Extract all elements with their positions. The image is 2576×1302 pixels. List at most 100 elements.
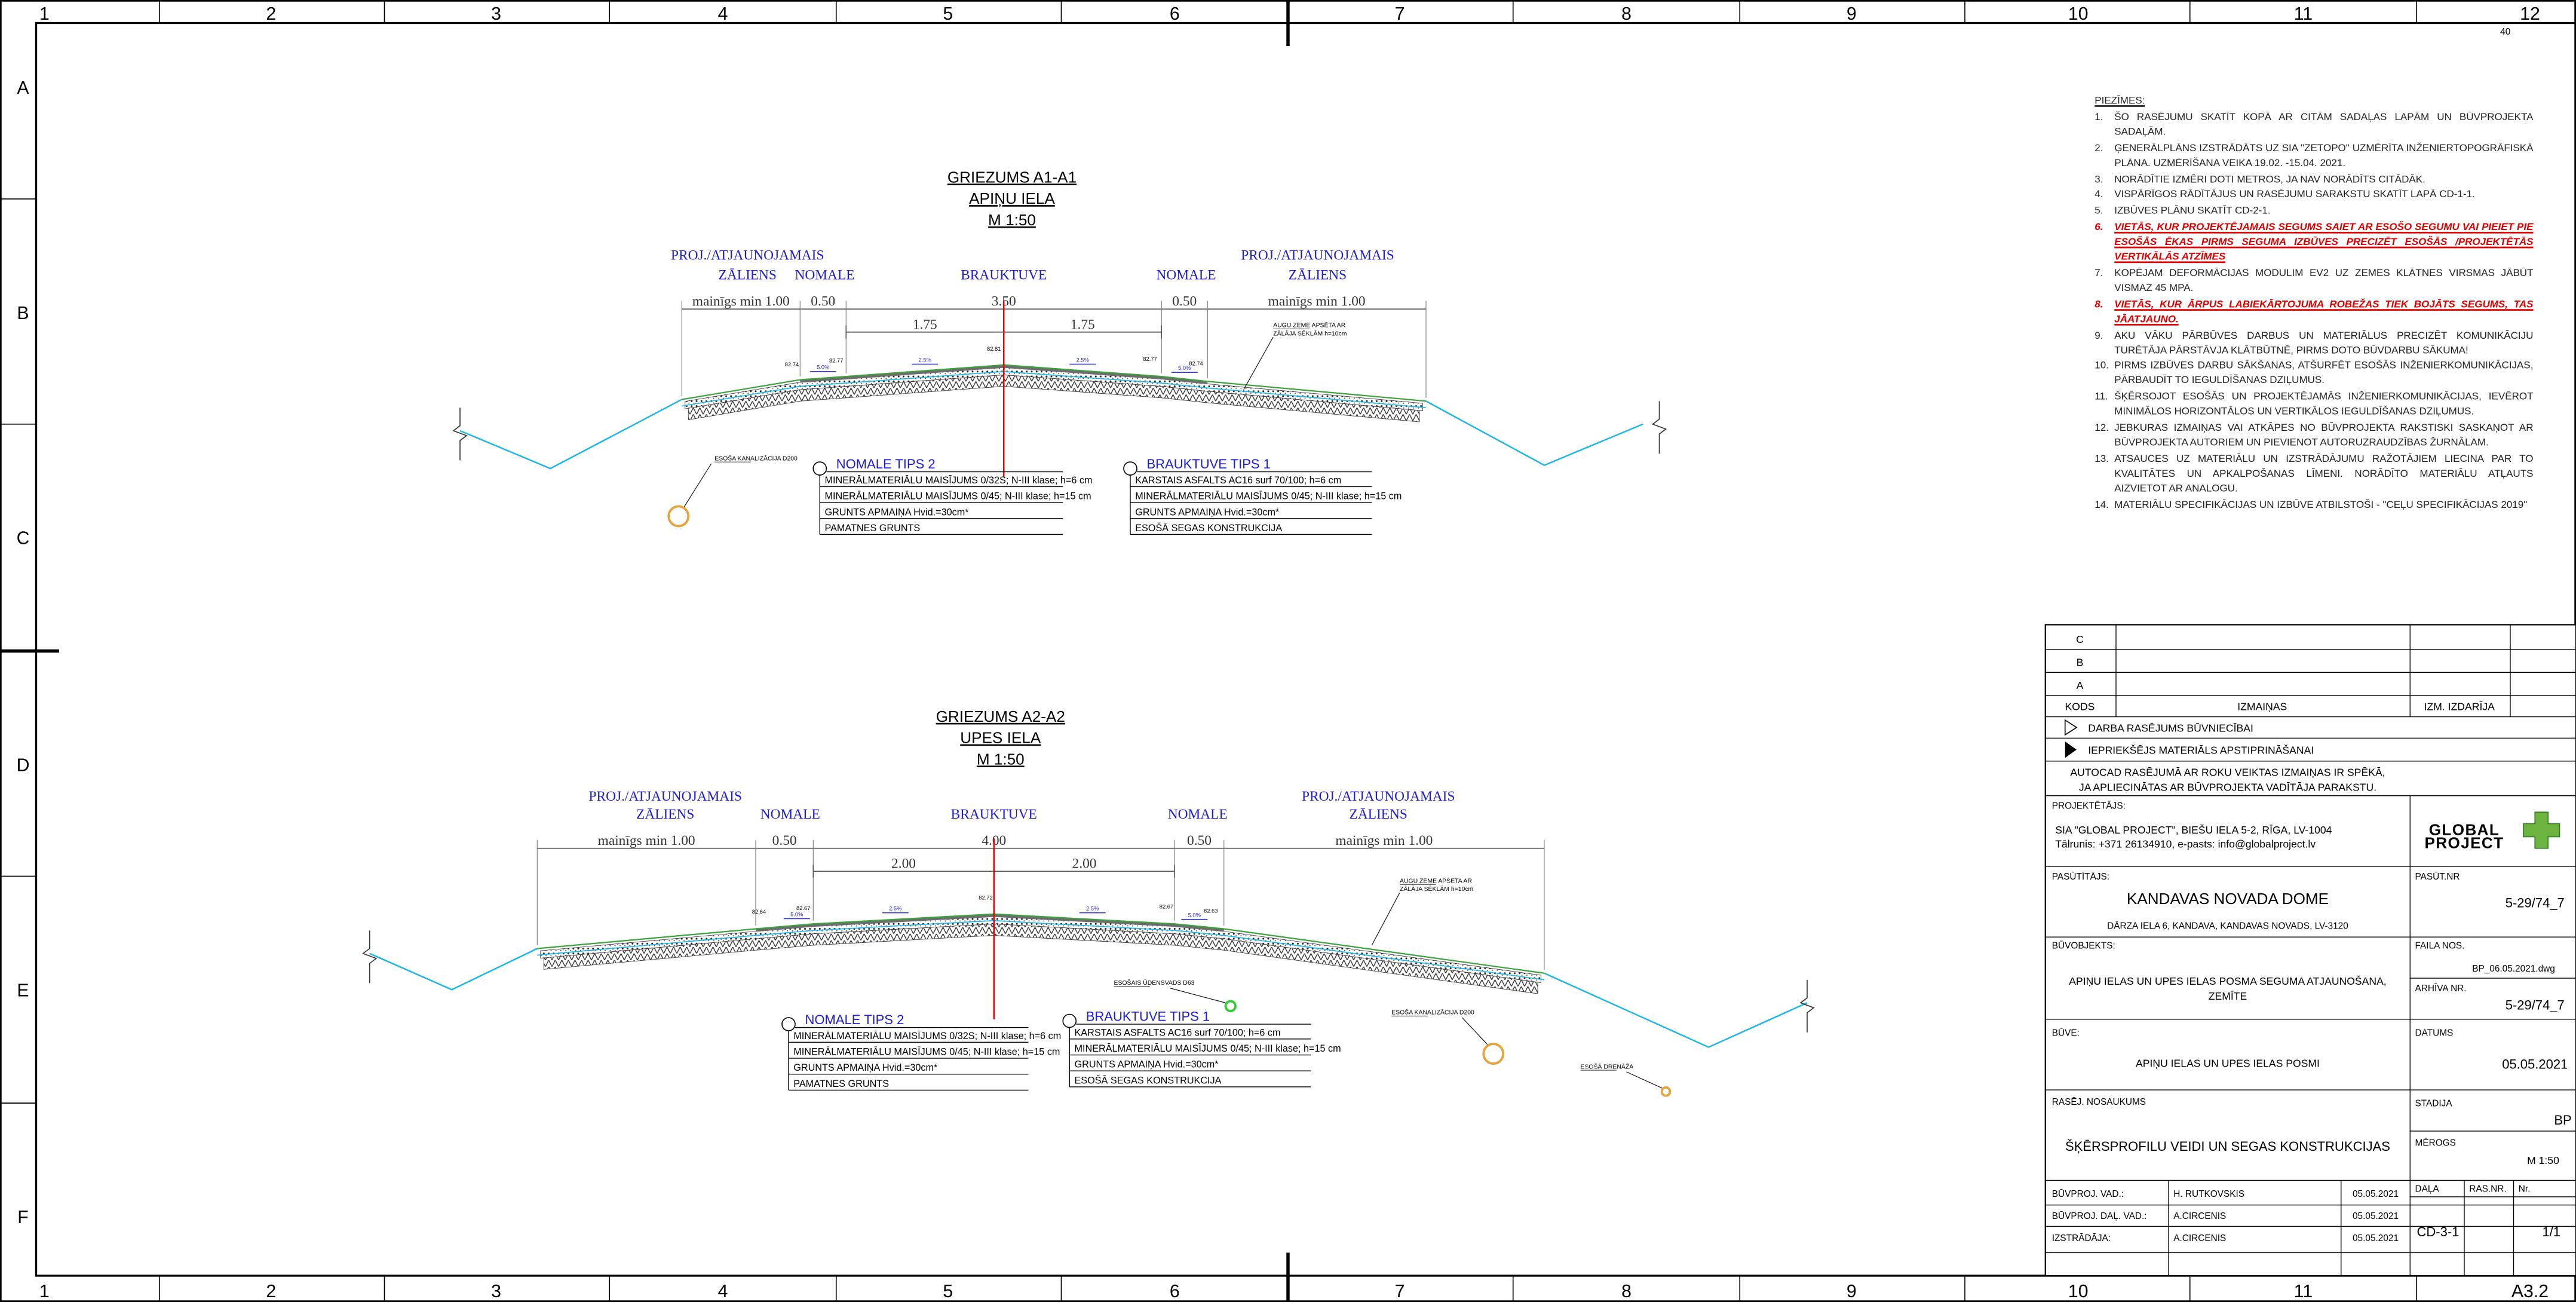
column-ref: 1: [39, 1282, 50, 1301]
leader: [1243, 336, 1274, 390]
note-number: 13.: [2094, 453, 2109, 465]
ditch-line: [369, 948, 538, 991]
column-ref: 2: [266, 4, 276, 24]
layer-row: MINERĀLMATERIĀLU MAISĪJUMS 0/45; N-III k…: [1075, 1043, 1341, 1054]
title-block-text: BŪVE:: [2052, 1028, 2080, 1038]
dimension: mainīgs min 1.00: [1335, 833, 1433, 848]
dimension: 2.00: [1072, 856, 1097, 872]
elevation: 82.72: [979, 895, 992, 901]
title-block-text: A: [2077, 679, 2084, 691]
title-block-text: PASŪTĪTĀJS:: [2052, 872, 2109, 882]
note: 6. VIETĀS, KUR PROJEKTĒJAMAIS SEGUMS SAIE…: [2094, 222, 2533, 266]
zone-label: PROJ./ATJAUNOJAMAIS: [1302, 789, 1455, 804]
elevation: 82.63: [1204, 908, 1218, 914]
zone-label: NOMALE: [795, 268, 855, 283]
note: 7. KOPĒJAM DEFORMĀCIJAS MODULIM EV2 UZ ZE…: [2094, 268, 2533, 297]
column-ref: 3: [491, 4, 501, 24]
utility: [1660, 1086, 1672, 1097]
utility: [1224, 1000, 1237, 1012]
leader: [1462, 1017, 1489, 1046]
break-line: [1799, 979, 1815, 1033]
note-number: 4.: [2094, 189, 2103, 201]
title-block-text: 05.05.2021: [2353, 1211, 2399, 1221]
title-block-text: M 1:50: [2527, 1154, 2559, 1166]
slope: 2.5%: [919, 357, 931, 363]
zone-label: NOMALE: [760, 807, 820, 822]
box-marker: [812, 461, 827, 476]
title-block-text: KANDAVAS NOVADA DOME: [2127, 890, 2329, 908]
note-number: 9.: [2094, 329, 2103, 342]
zone-label: PROJ./ATJAUNOJAMAIS: [671, 248, 824, 264]
layer-row: MINERĀLMATERIĀLU MAISĪJUMS 0/32S; N-III …: [793, 1031, 1061, 1041]
asphalt-layer: [756, 913, 1224, 932]
layer-row: KARSTAIS ASFALTS AC16 surf 70/100; h=6 c…: [1075, 1027, 1281, 1038]
title-block-text: IEPRIEKŠĒJS MATERIĀLS APSTIPRINĀŠANAI: [2088, 743, 2314, 756]
break-line: [362, 930, 378, 984]
note-text: JEBKURAS IZMAIŅAS VAI ATKĀPES NO BŪVPROJ…: [2114, 422, 2534, 449]
elevation: 82.67: [796, 905, 810, 911]
column-ref: 8: [1621, 1282, 1632, 1301]
title-block-text: APIŅU IELAS UN UPES IELAS POSMA SEGUMA A…: [2069, 975, 2386, 987]
logo-mark: [2523, 811, 2560, 849]
note: 14. MATERIĀLU SPECIFIKĀCIJAS UN IZBŪVE AT…: [2094, 499, 2533, 514]
annotation: ESOŠA KANALIZĀCIJA D200: [1391, 1009, 1474, 1016]
section-street: APIŅU IELA: [969, 189, 1055, 207]
annotation: ZĀLĀJA SĒKLĀM h=10cm: [1273, 330, 1347, 337]
dimension: 0.50: [811, 294, 835, 310]
column-ref: 7: [1395, 4, 1405, 24]
box-marker: [781, 1017, 796, 1031]
layer-row: MINERĀLMATERIĀLU MAISĪJUMS 0/32S; N-III …: [825, 475, 1093, 486]
elevation: 82.67: [1160, 904, 1173, 910]
leader: [1169, 987, 1226, 1003]
slope: 5.0%: [790, 911, 803, 917]
column-ref: 1: [39, 4, 50, 24]
layer-row: MINERĀLMATERIĀLU MAISĪJUMS 0/45; N-III k…: [825, 491, 1091, 502]
layer-row: PAMATNES GRUNTS: [793, 1079, 889, 1089]
note-number: 3.: [2094, 173, 2103, 185]
annotation: ESOŠA KANALIZĀCIJA D200: [714, 454, 798, 462]
title-block-text: 5-29/74_7: [2506, 997, 2565, 1012]
dimension: mainīgs min 1.00: [598, 833, 695, 848]
title-block-text: 05.05.2021: [2502, 1056, 2568, 1071]
title-block-text: SIA "GLOBAL PROJECT", BIEŠU IELA 5-2, RĪ…: [2055, 823, 2332, 836]
note: 11. ŠĶĒRSOJOT ESOŠĀS UN PROJEKTĒJAMĀS INŽ…: [2094, 391, 2533, 421]
sheet-size: A3.2: [2511, 1282, 2549, 1301]
title-block-text: C: [2076, 633, 2084, 645]
note-number: 14.: [2094, 499, 2109, 511]
title-block-text: 05.05.2021: [2353, 1233, 2399, 1243]
layer-title: NOMALE TIPS 2: [836, 457, 936, 471]
utility: [667, 505, 690, 528]
section-street: UPES IELA: [960, 729, 1041, 747]
layer-title: BRAUKTUVE TIPS 1: [1147, 457, 1271, 471]
ditch-line: [1425, 400, 1643, 466]
notes: PIEZĪMES: 1. ŠO RASĒJUMU SKATĪT KOPĀ AR C…: [2094, 96, 2533, 516]
leader: [1626, 1071, 1663, 1089]
title-block-text: PASŪT.NR: [2415, 872, 2460, 882]
layer-title: BRAUKTUVE TIPS 1: [1086, 1009, 1210, 1024]
ditch-line: [459, 399, 682, 470]
dimension: mainīgs min 1.00: [692, 294, 790, 310]
box-marker: [1062, 1013, 1077, 1028]
title-block-text: AUTOCAD RASĒJUMĀ AR ROKU VEIKTAS IZMAIŅA…: [2070, 767, 2385, 779]
leader: [683, 463, 712, 508]
column-ref: 11: [2294, 1282, 2313, 1301]
zone-label: NOMALE: [1168, 807, 1228, 822]
title-block-text: JA APLIECINĀTAS AR BŪVPROJEKTA VADĪTĀJA …: [2079, 781, 2376, 793]
title-block-text: BŪVOBJEKTS:: [2052, 940, 2115, 951]
ditch-line: [1544, 972, 1808, 1048]
elevation: 82.74: [785, 362, 799, 367]
note-text: AKU VĀKU PĀRBŪVES DARBUS UN MATERIĀLUS P…: [2114, 329, 2534, 356]
annotation: ESOŠĀ DRENĀŽA: [1581, 1062, 1634, 1070]
title-block-text: A.CIRCENIS: [2173, 1233, 2226, 1243]
title-block-text: RAS.NR.: [2469, 1184, 2506, 1194]
column-ref: 6: [1170, 4, 1180, 24]
row-ref: A: [17, 78, 29, 98]
title-block-text: MĒROGS: [2415, 1138, 2456, 1148]
note: 3. NORĀDĪTIE IZMĒRI DOTI METROS, JA NAV N…: [2094, 173, 2533, 188]
elevation: 82.77: [829, 357, 843, 363]
title-block-text: PROJEKTĒTĀJS:: [2052, 801, 2126, 811]
column-ref: 9: [1847, 1282, 1857, 1301]
column-ref: 4: [718, 4, 728, 24]
